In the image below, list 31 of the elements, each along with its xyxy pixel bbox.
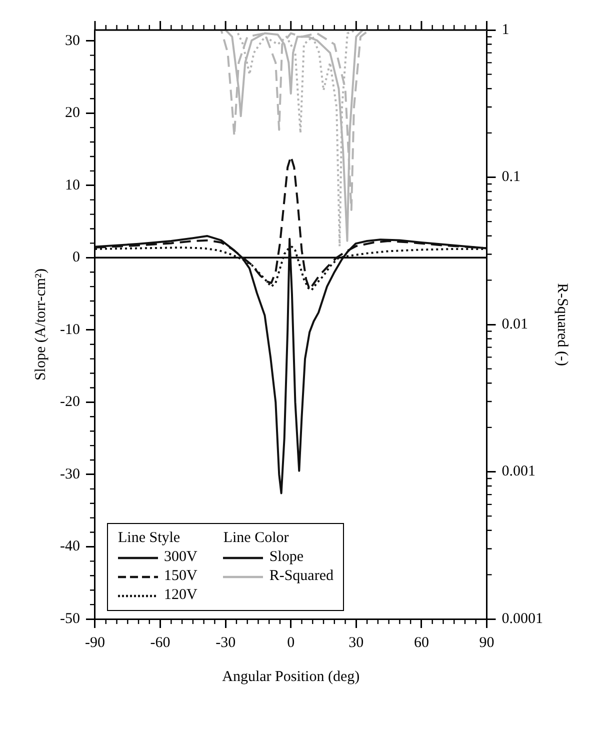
y2-tick-label: 1 [502,22,510,38]
y-tick-label: -40 [60,538,80,555]
legend-label: 120V [164,587,198,604]
y2-tick-label: 0.001 [502,464,536,480]
y-tick-label: -50 [60,610,80,627]
x-tick-label: -90 [84,634,105,651]
x-tick-label: 30 [348,634,364,651]
x-tick-label: 0 [287,634,295,651]
y-tick-label: 20 [64,105,80,122]
y-axis-title: Slope (A/torr-cm²) [32,268,49,381]
y2-tick-label: 0.0001 [502,610,543,627]
y2-tick-label: 0.01 [502,316,528,332]
legend-title: Line Style [118,529,182,548]
x-axis-title: Angular Position (deg) [222,668,360,685]
annotation: Slope [269,549,304,566]
x-tick-label: 60 [414,634,429,651]
y2-tick-label: 0.1 [502,169,520,186]
y2-axis-title: R-Squared (-) [554,283,570,366]
y-tick-label: -10 [60,322,80,338]
y-tick-label: 30 [64,32,80,49]
x-tick-label: 90 [479,634,494,651]
y-tick-label: -30 [60,466,80,482]
annotation: Line Color [223,529,290,548]
y-tick-label: 10 [64,177,80,194]
x-tick-label: -30 [216,634,236,651]
annotation: R-Squared [269,568,334,585]
y-tick-label: -20 [60,394,80,410]
y-tick-label: 0 [72,250,80,266]
x-tick-label: -60 [150,634,170,651]
legend-label: 300V [164,549,198,566]
legend-label: 150V [164,568,198,585]
